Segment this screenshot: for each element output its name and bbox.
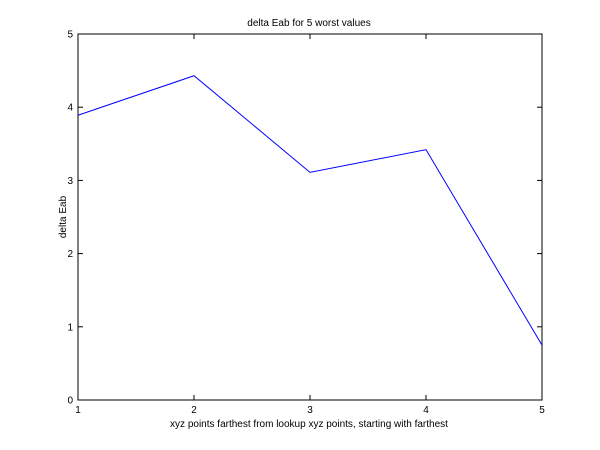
x-tick-label: 4 (423, 405, 429, 416)
y-axis-ticks: 0 1 2 3 4 5 (67, 30, 542, 407)
y-tick-label: 4 (67, 103, 73, 114)
chart-title: delta Eab for 5 worst values (247, 18, 370, 29)
x-tick-label: 1 (75, 405, 81, 416)
y-axis-label: delta Eab (58, 195, 69, 238)
plot-area (77, 33, 543, 401)
y-tick-label: 3 (67, 176, 73, 187)
y-tick-label: 5 (67, 30, 73, 41)
x-axis-label: xyz points farthest from lookup xyz poin… (170, 419, 448, 430)
y-tick-label: 2 (67, 249, 73, 260)
x-axis-ticks: 1 2 3 4 5 (75, 34, 545, 416)
x-tick-label: 5 (539, 405, 545, 416)
y-tick-label: 0 (67, 396, 73, 407)
x-tick-label: 3 (307, 405, 313, 416)
y-tick-label: 1 (67, 322, 73, 333)
series-line (77, 75, 543, 346)
x-tick-label: 2 (191, 405, 197, 416)
